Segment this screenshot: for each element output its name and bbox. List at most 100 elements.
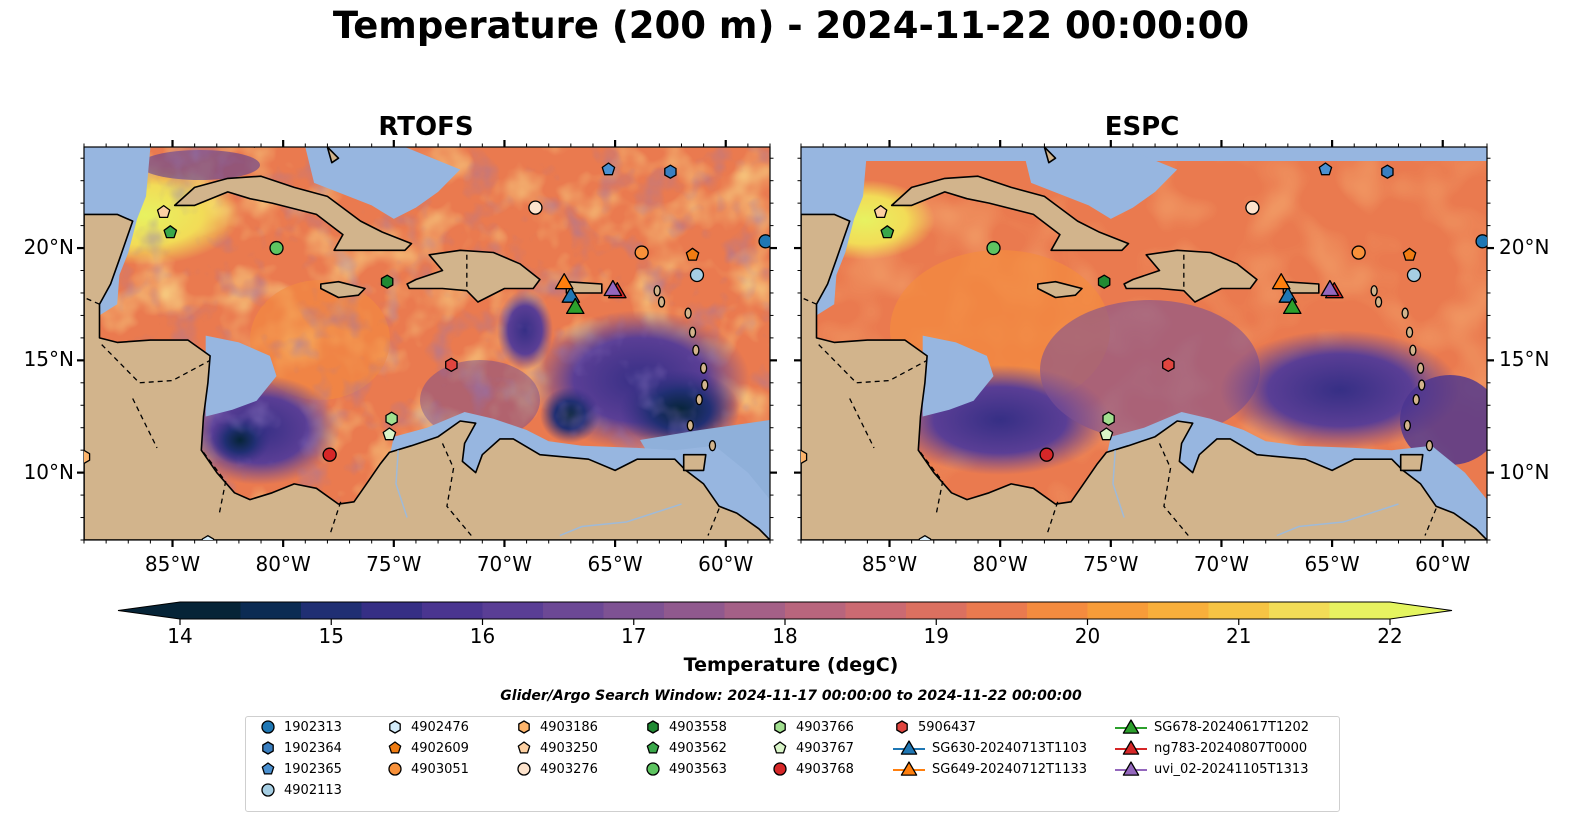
legend-label: uvi_02-20241105T1313 <box>1154 761 1309 777</box>
espc-panel-title: ESPC <box>1104 112 1180 142</box>
platform-marker-5906437 <box>445 357 458 372</box>
island <box>1409 344 1417 356</box>
platform-marker-4902476 <box>201 535 215 540</box>
map-panels <box>77 140 1494 547</box>
lon-tick-label: 75°W <box>1083 552 1139 576</box>
legend-label: 4903276 <box>540 761 598 777</box>
triangle-marker-icon <box>1115 761 1147 776</box>
platform-marker-1902364 <box>664 164 677 179</box>
island <box>692 344 700 356</box>
colorbar-tick-label: 18 <box>772 624 798 648</box>
colorbar <box>117 601 1453 625</box>
island <box>1374 296 1383 308</box>
island <box>699 362 708 374</box>
colorbar-bin <box>1027 602 1088 619</box>
lon-tick-label: 60°W <box>698 552 754 576</box>
legend-item: 5906437 <box>892 717 976 737</box>
land-bahamas <box>326 147 340 164</box>
triangle-marker-icon <box>893 740 925 755</box>
island <box>1418 379 1426 391</box>
circle-marker-icon <box>646 762 660 776</box>
legend-label: 4903768 <box>796 761 854 777</box>
platform-marker-1902365 <box>1318 162 1333 176</box>
colorbar-bin <box>180 602 241 619</box>
shelf-region <box>922 335 994 417</box>
land-yucatan <box>801 213 1487 540</box>
colorbar-bin <box>1148 602 1209 619</box>
legend-item: 4903768 <box>770 759 854 779</box>
platform-marker-4903767 <box>1099 427 1114 441</box>
platform-marker-uvi_02-20241105T1313 <box>1320 279 1340 297</box>
island <box>684 307 692 319</box>
platform-marker-4902609 <box>685 247 700 261</box>
land-trinidad <box>682 453 707 472</box>
legend-marker <box>773 762 787 776</box>
colorbar-extend-high <box>1390 602 1452 619</box>
legend-item: ng783-20240807T0000 <box>1114 738 1307 758</box>
legend-marker <box>517 762 531 776</box>
platform-marker-4903768 <box>322 447 337 462</box>
island <box>657 296 666 308</box>
legend-marker <box>261 762 275 775</box>
circle-marker-icon <box>517 762 531 776</box>
platform-marker-4903562 <box>880 225 895 239</box>
hexagon-marker-icon <box>774 720 786 734</box>
country-border <box>1158 443 1189 536</box>
island <box>1416 362 1425 374</box>
platform-marker-SG678-20240617T1202 <box>565 297 585 315</box>
legend: 1902313 1902364 1902365 4902113 4902476 49026… <box>245 716 1340 812</box>
lon-tick-label: 70°W <box>476 552 533 576</box>
platform-marker-uvi_02-20241105T1313 <box>603 279 623 297</box>
legend-label: 4903766 <box>796 719 854 735</box>
country-border <box>132 398 158 449</box>
pentagon-marker-icon <box>261 762 275 775</box>
river <box>1276 503 1399 537</box>
country-border <box>84 296 100 305</box>
lat-tick-label: 10°N <box>1499 459 1550 484</box>
colorbar-bin <box>845 602 907 619</box>
legend-marker <box>646 741 660 754</box>
colorbar-tick-label: 22 <box>1377 624 1403 648</box>
river <box>395 450 408 518</box>
legend-label: 4903562 <box>669 740 727 756</box>
island <box>1403 419 1411 432</box>
colorbar-tick-label: 14 <box>167 624 193 648</box>
land-jamaica <box>320 280 366 299</box>
pentagon-marker-icon <box>517 741 531 754</box>
figure-title: Temperature (200 m) - 2024-11-22 00:00:0… <box>332 4 1250 47</box>
circle-marker-icon <box>261 783 275 797</box>
legend-label: SG630-20240713T1103 <box>932 740 1088 756</box>
legend-label: 4902113 <box>284 782 342 798</box>
legend-marker <box>261 783 275 797</box>
country-border <box>1046 501 1059 536</box>
hexagon-marker-icon <box>518 720 530 734</box>
triangle-marker-icon <box>1115 740 1147 755</box>
country-border <box>801 296 817 305</box>
circle-marker-icon <box>388 762 402 776</box>
land-cuba <box>890 175 1130 252</box>
legend-marker <box>896 720 908 734</box>
colorbar-bin <box>785 602 846 619</box>
lon-tick-label: 85°W <box>144 552 201 576</box>
lat-tick-label: 15°N <box>23 347 74 372</box>
land-cuba <box>173 175 413 252</box>
legend-label: SG649-20240712T1133 <box>932 761 1088 777</box>
platform-marker-4903051 <box>1351 245 1366 260</box>
colorbar-bin <box>1329 602 1391 619</box>
legend-marker <box>773 741 787 754</box>
map-frame <box>83 146 771 541</box>
legend-item: 1902364 <box>258 738 342 758</box>
legend-marker <box>389 720 401 734</box>
legend-marker <box>388 762 402 776</box>
legend-item: 4903767 <box>770 738 854 758</box>
land-yucatan <box>84 213 770 540</box>
legend-item: 4903250 <box>514 738 598 758</box>
shelf-region <box>305 147 461 219</box>
platform-marker-1902313 <box>758 234 770 249</box>
legend-marker <box>1122 719 1140 734</box>
land-jamaica <box>1037 280 1083 299</box>
legend-label: 1902364 <box>284 740 342 756</box>
country-border <box>101 344 211 384</box>
legend-label: 4902476 <box>411 719 469 735</box>
legend-item: 4903051 <box>385 759 469 779</box>
